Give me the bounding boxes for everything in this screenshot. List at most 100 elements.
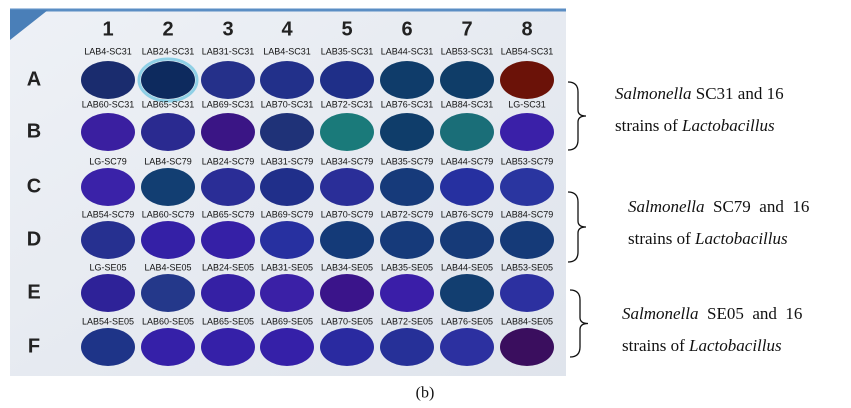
well-label: LAB35-SC79	[381, 156, 434, 166]
well-label: LAB54-SC79	[82, 209, 135, 219]
well	[380, 221, 434, 259]
well-label: LAB4-SC79	[144, 156, 192, 166]
well-label: LAB76-SC31	[381, 99, 434, 109]
well-label: LAB76-SE05	[441, 316, 493, 326]
group-text-part: strains of	[622, 336, 689, 355]
well	[320, 61, 374, 99]
well-label: LAB4-SE05	[144, 262, 191, 272]
well-label: LAB72-SE05	[381, 316, 433, 326]
group-text: Salmonella SC79 and 16	[628, 197, 809, 216]
well	[500, 61, 554, 99]
column-label: 7	[461, 18, 472, 40]
well	[81, 168, 135, 206]
well	[320, 221, 374, 259]
well	[260, 274, 314, 312]
group-text-part: Lactobacillus	[681, 116, 775, 135]
well-label: LG-SC79	[89, 156, 127, 166]
well-label: LAB35-SE05	[381, 262, 433, 272]
group-text-part: strains of	[615, 116, 682, 135]
well-label: LAB69-SE05	[261, 316, 313, 326]
group-text-part: Lactobacillus	[694, 229, 788, 248]
row-label: E	[27, 281, 40, 303]
well	[440, 113, 494, 151]
well-label: LAB31-SE05	[261, 262, 313, 272]
well	[141, 274, 195, 312]
well	[380, 61, 434, 99]
well	[201, 328, 255, 366]
figure: (b) 1 2 3 4 5 6 7 8 A LAB4-SC31 LAB24-SC31 LAB31-SC…	[0, 0, 851, 408]
well-label: LAB84-SC79	[501, 209, 554, 219]
group-text-part: SC31 and 16	[692, 84, 784, 103]
group-text: Salmonella SC31 and 16	[615, 84, 784, 103]
column-label: 1	[102, 18, 113, 40]
well-label: LAB69-SC79	[261, 209, 314, 219]
bracket	[568, 192, 586, 262]
well-label: LAB44-SC79	[441, 156, 494, 166]
well	[500, 113, 554, 151]
column-label: 8	[521, 18, 532, 40]
well-label: LAB34-SC79	[321, 156, 374, 166]
group-text-part: Lactobacillus	[688, 336, 782, 355]
well-label: LAB31-SC79	[261, 156, 314, 166]
well	[260, 168, 314, 206]
well-label: LAB44-SE05	[441, 262, 493, 272]
well-label: LAB72-SC31	[321, 99, 374, 109]
well-label: LAB72-SC79	[381, 209, 434, 219]
well-label: LAB60-SC31	[82, 99, 135, 109]
well	[260, 113, 314, 151]
bracket	[568, 82, 586, 150]
well-label: LAB54-SE05	[82, 316, 134, 326]
caption: (b)	[416, 385, 435, 402]
well-label: LAB4-SC31	[263, 46, 311, 56]
well	[380, 274, 434, 312]
well-label: LAB76-SC79	[441, 209, 494, 219]
column-label: 5	[341, 18, 352, 40]
well-label: LAB70-SC31	[261, 99, 314, 109]
well	[320, 168, 374, 206]
well-label: LAB54-SC31	[501, 46, 554, 56]
well	[500, 328, 554, 366]
well	[141, 221, 195, 259]
well-label: LAB60-SE05	[142, 316, 194, 326]
column-label: 2	[162, 18, 173, 40]
well	[320, 113, 374, 151]
well	[380, 113, 434, 151]
well	[81, 328, 135, 366]
well	[201, 221, 255, 259]
well	[141, 113, 195, 151]
row-label: A	[27, 68, 41, 90]
well	[440, 274, 494, 312]
well	[500, 274, 554, 312]
well-label: LAB31-SC31	[202, 46, 255, 56]
well	[201, 274, 255, 312]
well	[500, 221, 554, 259]
well-label: LAB53-SC31	[441, 46, 494, 56]
well-label: LAB84-SE05	[501, 316, 553, 326]
well	[320, 328, 374, 366]
group-text: strains of Lactobacillus	[622, 336, 782, 355]
well	[380, 328, 434, 366]
group-text-part: Salmonella	[615, 84, 692, 103]
column-label: 3	[222, 18, 233, 40]
well	[440, 61, 494, 99]
well-label: LAB53-SC79	[501, 156, 554, 166]
well-label: LG-SC31	[508, 99, 546, 109]
row-label: B	[27, 120, 41, 142]
group-text: strains of Lactobacillus	[615, 116, 775, 135]
well-label: LAB24-SC31	[142, 46, 195, 56]
column-label: 6	[401, 18, 412, 40]
well	[380, 168, 434, 206]
well-label: LAB69-SC31	[202, 99, 255, 109]
well	[440, 168, 494, 206]
group-text-part: SC79 and 16	[705, 197, 810, 216]
well	[141, 328, 195, 366]
well	[500, 168, 554, 206]
well-label: LAB70-SE05	[321, 316, 373, 326]
group-text-part: Salmonella	[622, 304, 699, 323]
well	[260, 61, 314, 99]
well	[260, 328, 314, 366]
well	[201, 61, 255, 99]
column-label: 4	[281, 18, 293, 40]
well	[81, 221, 135, 259]
row-label: D	[27, 228, 41, 250]
